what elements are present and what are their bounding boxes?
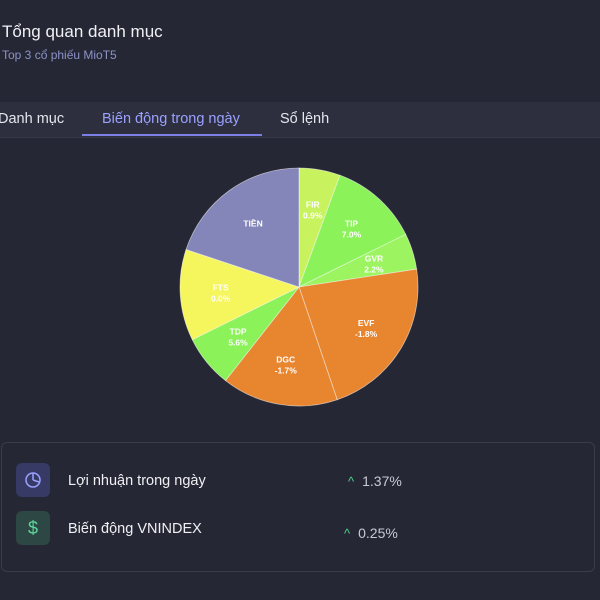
vnindex-number: 0.25% xyxy=(358,525,398,541)
active-tab-indicator xyxy=(82,134,262,136)
page-header: Tổng quan danh mục Top 3 cổ phiếu MioT5 xyxy=(0,0,600,102)
pie-slice-label-4: DGC xyxy=(276,354,295,364)
pie-slice-label-2: GVR xyxy=(365,253,383,263)
pie-slice-label-0: FIR xyxy=(306,200,320,210)
pie-slice-label-6: FTS xyxy=(213,282,229,292)
summary-row-daily-profit: Lợi nhuận trong ngày ^ 1.37% xyxy=(2,461,594,501)
pie-slice-label-5: TDP xyxy=(230,326,247,336)
pie-slice-value-1: 7.0% xyxy=(342,230,362,240)
pie-slice-label-3: EVF xyxy=(358,318,375,328)
summary-card: Lợi nhuận trong ngày ^ 1.37% $ Biến động … xyxy=(1,442,595,572)
summary-row-vnindex: $ Biến động VNINDEX ^ 0.25% xyxy=(2,509,594,549)
pie-slice-7 xyxy=(185,167,300,288)
pie-slice-6 xyxy=(179,249,301,341)
chevron-up-icon: ^ xyxy=(348,474,355,489)
tab-danh-muc[interactable]: Danh mục xyxy=(0,111,65,127)
pie-slice-value-3: -1.8% xyxy=(355,329,378,339)
pie-chart-icon xyxy=(16,463,50,497)
page-subtitle: Top 3 cổ phiếu MioT5 xyxy=(2,48,117,62)
pie-slice-value-2: 2.2% xyxy=(364,264,384,274)
tab-bar: Danh mục Biến động trong ngày Sổ lệnh xyxy=(0,102,600,138)
pie-slice-value-6: 0.0% xyxy=(211,293,231,303)
pie-slice-value-0: 0.9% xyxy=(303,211,323,221)
pie-slice-3 xyxy=(298,268,419,401)
tab-so-lenh[interactable]: Sổ lệnh xyxy=(280,111,330,127)
daily-profit-value: ^ 1.37% xyxy=(348,473,402,489)
dollar-icon: $ xyxy=(16,511,50,545)
daily-profit-label: Lợi nhuận trong ngày xyxy=(68,473,206,489)
vnindex-label: Biến động VNINDEX xyxy=(68,521,202,537)
pie-chart: FIR 0.9% TIP 7.0% GVR 2.2% EVF -1.8% DGC -1.7% TDP… xyxy=(0,138,600,438)
pie-slice-label-7: TIỀN xyxy=(243,218,262,228)
pie-slice-value-4: -1.7% xyxy=(275,365,298,375)
chevron-up-icon: ^ xyxy=(344,526,351,541)
pie-slice-label-1: TIP xyxy=(345,219,359,229)
daily-profit-number: 1.37% xyxy=(362,473,402,489)
pie-slice-value-5: 5.6% xyxy=(228,337,248,347)
pie-slice-4 xyxy=(224,286,338,407)
vnindex-value: ^ 0.25% xyxy=(344,525,398,541)
pie-slice-1 xyxy=(298,174,407,288)
page-title: Tổng quan danh mục xyxy=(2,22,163,41)
tab-bien-dong-trong-ngay[interactable]: Biến động trong ngày xyxy=(102,111,240,127)
